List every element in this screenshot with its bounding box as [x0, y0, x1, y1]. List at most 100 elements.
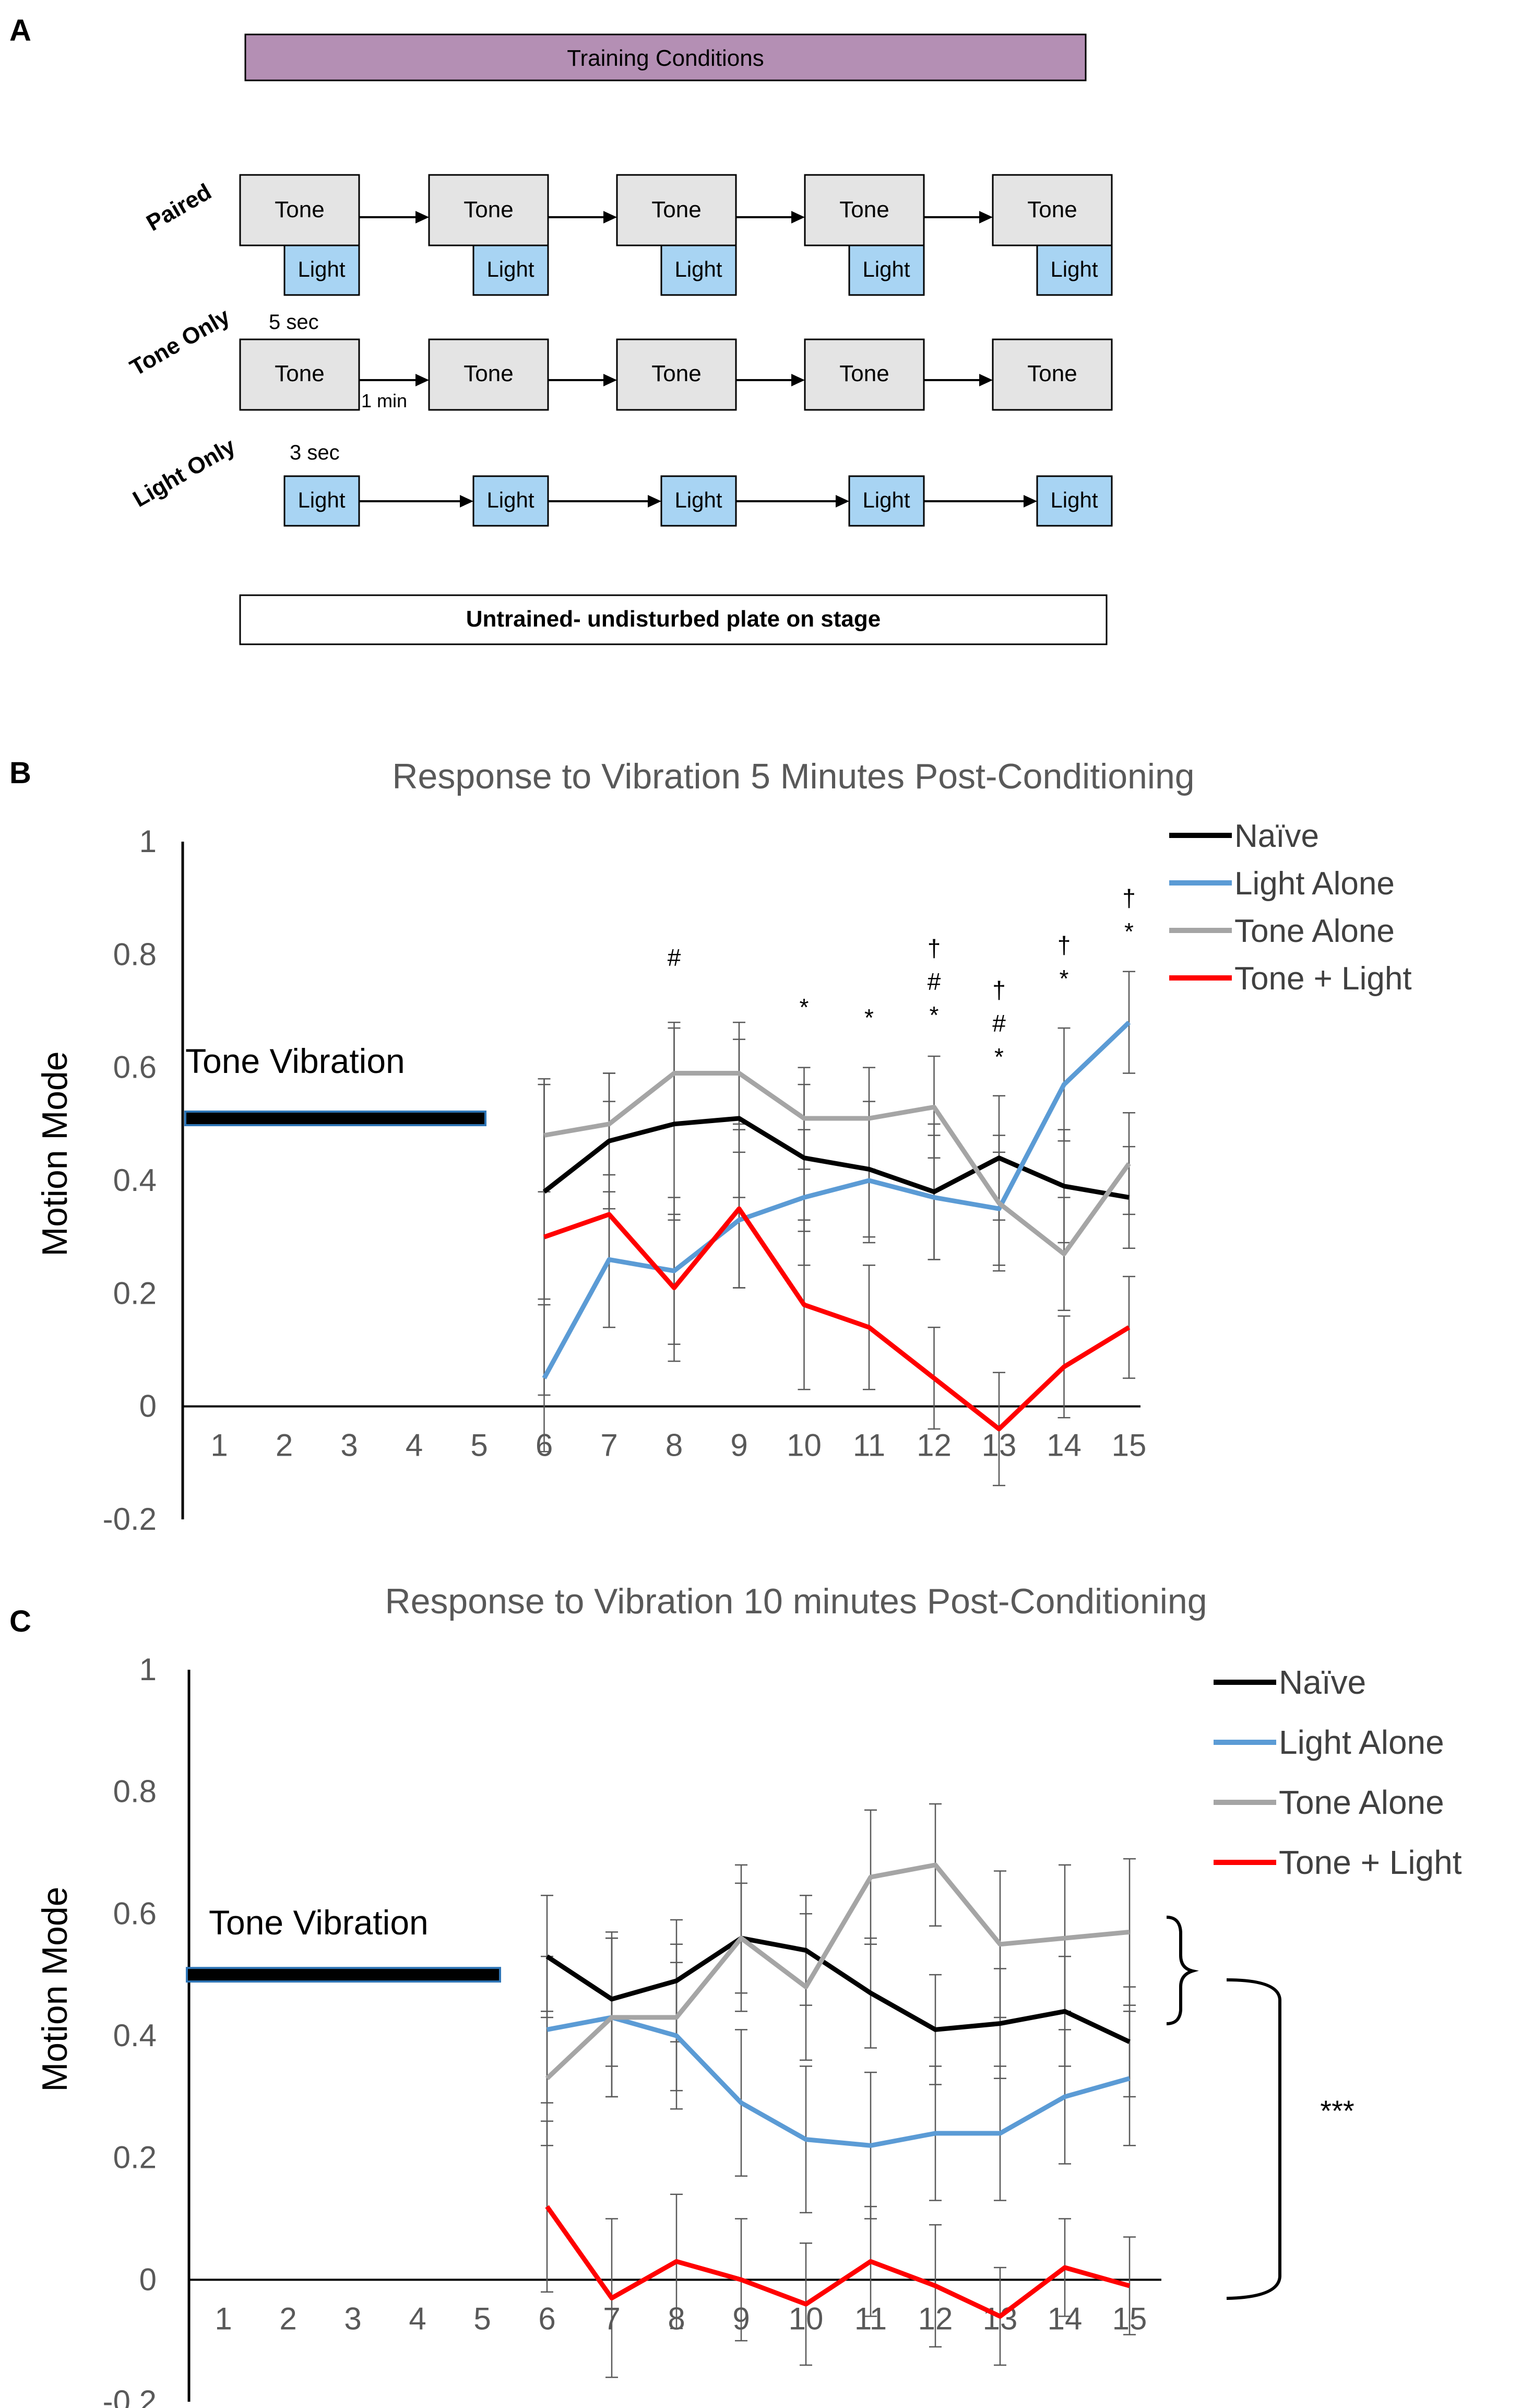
paired-tone-box [239, 174, 360, 246]
tone-only-box [616, 338, 737, 411]
light-only-box [283, 475, 360, 527]
light-only-label: Light [862, 488, 910, 512]
chart-c-title: Response to Vibration 10 minutes Post-Co… [385, 1581, 1207, 1621]
paired-arrow-head [979, 211, 993, 223]
light-only-arrow-head [648, 495, 661, 507]
paired-tone-box [992, 174, 1113, 246]
significance-mark: † [1057, 931, 1071, 959]
chart-c-stimulus-label: Tone Vibration [209, 1903, 429, 1942]
light-only-arrow-head [460, 495, 473, 507]
training-title-box [244, 33, 1087, 81]
x-tick-label: 3 [340, 1428, 358, 1463]
paired-tone-label: Tone [464, 197, 513, 222]
y-tick-label: 1 [139, 824, 157, 859]
x-tick-label: 12 [917, 1428, 952, 1463]
panel-label-c: C [9, 1604, 31, 1638]
tone-only-arrow-head [979, 374, 993, 386]
tone-duration-label: 5 sec [269, 311, 319, 334]
y-tick-label: 0 [139, 2262, 157, 2297]
light-only-label: Light [674, 488, 722, 512]
paired-light-box [660, 244, 737, 296]
legend-label: Tone Alone [1234, 913, 1395, 949]
chart-b-title: Response to Vibration 5 Minutes Post-Con… [392, 757, 1194, 796]
paired-light-box [283, 244, 360, 296]
paired-tone-box [804, 174, 925, 246]
legend-label: Naïve [1234, 818, 1319, 854]
significance-mark: * [800, 994, 809, 1021]
y-tick-label: 0.4 [113, 2018, 157, 2053]
significance-mark: # [928, 968, 941, 995]
row-label-light-only: Light Only [128, 433, 240, 512]
tone-only-label: Tone [839, 361, 889, 386]
paired-arrow-head [415, 211, 429, 223]
paired-tone-box [616, 174, 737, 246]
paired-light-label: Light [298, 257, 345, 281]
y-tick-label: -0.2 [103, 1502, 157, 1537]
series-line-tone-alone [545, 1862, 1130, 2081]
light-only-box [1036, 475, 1113, 527]
tone-only-arrow-head [415, 374, 429, 386]
chart-c-legend: Naïve Light Alone Tone Alone Tone + Light [1214, 1663, 1462, 1881]
y-tick-label: 0.6 [113, 1896, 157, 1931]
significance-mark: † [1122, 884, 1136, 912]
y-tick-label: 0.2 [113, 1276, 157, 1311]
significance-mark: * [1124, 918, 1134, 945]
paired-tone-label: Tone [839, 197, 889, 222]
panel-label-b: B [9, 756, 31, 790]
y-tick-label: 0 [139, 1389, 157, 1424]
tone-only-arrow-head [791, 374, 805, 386]
y-tick-label: -0.2 [103, 2384, 157, 2408]
paired-light-box [1036, 244, 1113, 296]
paired-arrow-head [603, 211, 617, 223]
untrained-label: Untrained- undisturbed plate on stage [466, 606, 881, 632]
paired-tone-box [428, 174, 549, 246]
paired-light-label: Light [1050, 257, 1098, 281]
series-line-tone-light [545, 2205, 1131, 2319]
series-line-tone-light [543, 1206, 1131, 1432]
significance-mark: † [928, 935, 941, 962]
significance-mark: # [668, 944, 681, 971]
series-line-na-ve [542, 1116, 1130, 1200]
training-title: Training Conditions [567, 45, 764, 71]
x-tick-label: 4 [409, 2301, 426, 2336]
legend-label: Tone Alone [1279, 1784, 1444, 1821]
tone-only-label: Tone [651, 361, 701, 386]
y-tick-label: 0.8 [113, 1774, 157, 1809]
x-tick-label: 1 [210, 1428, 228, 1463]
series-line-na-ve [545, 1935, 1131, 2044]
light-only-box [848, 475, 925, 527]
significance-mark: † [992, 976, 1006, 1004]
chart-b-ylabel: Motion Mode [35, 1051, 75, 1256]
legend-label: Tone + Light [1234, 961, 1412, 997]
light-only-arrow-head [836, 495, 849, 507]
x-tick-label: 3 [344, 2301, 361, 2336]
chart-c: 10.80.60.40.20-0.21 2 3 4 5 6 7 8 9 10 11 12 13 14 15*… [103, 1652, 1354, 2408]
x-tick-label: 15 [1112, 1428, 1147, 1463]
significance-mark: * [930, 1001, 939, 1029]
legend-label: Light Alone [1279, 1724, 1444, 1761]
tone-only-box [992, 338, 1113, 411]
x-tick-label: 10 [787, 1428, 822, 1463]
chart-c-ylabel: Motion Mode [35, 1886, 75, 2092]
bracket-upper [1166, 1916, 1199, 2025]
tone-only-box [239, 338, 360, 411]
untrained-box [239, 594, 1108, 645]
tone-only-label: Tone [464, 361, 513, 386]
series-line-light-alone [546, 2015, 1131, 2148]
y-tick-label: 1 [139, 1652, 157, 1687]
x-tick-label: 11 [853, 1428, 885, 1463]
tone-only-box [804, 338, 925, 411]
series-line-tone-alone [543, 1071, 1131, 1257]
interval-label: 1 min [361, 390, 407, 411]
paired-light-label: Light [674, 257, 722, 281]
x-tick-label: 5 [470, 1428, 488, 1463]
paired-tone-label: Tone [651, 197, 701, 222]
x-tick-label: 4 [406, 1428, 423, 1463]
paired-arrow-head [791, 211, 805, 223]
paired-light-label: Light [486, 257, 534, 281]
training-diagram: Training Conditions Paired Tone Only Lig… [126, 33, 1113, 645]
row-label-paired: Paired [142, 179, 216, 237]
significance-mark: * [864, 1004, 874, 1031]
x-tick-label: 1 [215, 2301, 232, 2336]
